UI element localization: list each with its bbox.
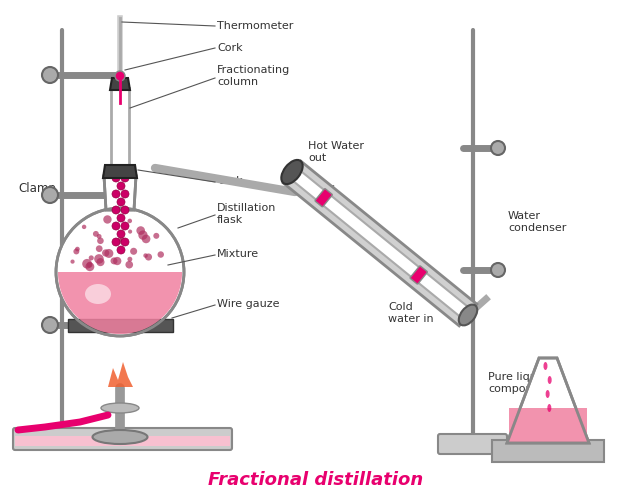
FancyBboxPatch shape bbox=[438, 434, 507, 454]
Circle shape bbox=[137, 226, 145, 235]
FancyBboxPatch shape bbox=[15, 436, 230, 446]
Circle shape bbox=[142, 235, 150, 243]
Circle shape bbox=[116, 238, 123, 244]
Circle shape bbox=[97, 238, 104, 244]
FancyBboxPatch shape bbox=[440, 438, 505, 450]
Circle shape bbox=[112, 222, 120, 230]
Circle shape bbox=[115, 71, 125, 81]
Circle shape bbox=[145, 253, 152, 260]
Text: Fractional distillation: Fractional distillation bbox=[209, 471, 423, 489]
Ellipse shape bbox=[85, 284, 111, 304]
Ellipse shape bbox=[548, 376, 552, 384]
Ellipse shape bbox=[547, 404, 551, 412]
Circle shape bbox=[143, 253, 148, 258]
Circle shape bbox=[117, 182, 125, 190]
Polygon shape bbox=[104, 176, 136, 210]
Circle shape bbox=[42, 317, 58, 333]
Circle shape bbox=[117, 246, 125, 254]
Text: Thermometer: Thermometer bbox=[217, 21, 293, 31]
Circle shape bbox=[42, 67, 58, 83]
Circle shape bbox=[42, 187, 58, 203]
Ellipse shape bbox=[545, 390, 550, 398]
Text: Cork: Cork bbox=[217, 43, 243, 53]
Circle shape bbox=[491, 263, 505, 277]
Circle shape bbox=[117, 214, 125, 222]
Text: Mixture: Mixture bbox=[217, 249, 259, 259]
Circle shape bbox=[97, 234, 102, 239]
Circle shape bbox=[103, 215, 112, 224]
Text: Fractionating
column: Fractionating column bbox=[217, 65, 290, 87]
Circle shape bbox=[491, 141, 505, 155]
Text: Cork: Cork bbox=[217, 176, 243, 186]
Circle shape bbox=[119, 237, 125, 242]
Text: Water
condenser: Water condenser bbox=[508, 211, 566, 233]
Text: Cold
water in: Cold water in bbox=[388, 302, 434, 324]
Circle shape bbox=[102, 250, 109, 256]
FancyBboxPatch shape bbox=[315, 189, 332, 207]
Circle shape bbox=[112, 190, 120, 198]
Circle shape bbox=[128, 256, 132, 261]
FancyBboxPatch shape bbox=[410, 266, 427, 284]
Circle shape bbox=[128, 230, 132, 234]
Circle shape bbox=[87, 262, 92, 268]
Circle shape bbox=[121, 238, 129, 246]
Circle shape bbox=[82, 259, 92, 268]
Circle shape bbox=[96, 246, 102, 252]
Circle shape bbox=[121, 190, 129, 198]
Circle shape bbox=[111, 257, 118, 264]
Circle shape bbox=[104, 249, 113, 258]
Circle shape bbox=[117, 198, 125, 206]
Circle shape bbox=[128, 219, 132, 223]
Circle shape bbox=[112, 206, 120, 214]
Circle shape bbox=[117, 230, 125, 238]
Circle shape bbox=[94, 254, 104, 264]
Text: Clamp: Clamp bbox=[18, 182, 56, 195]
Text: Hot Water
out: Hot Water out bbox=[308, 141, 364, 163]
Circle shape bbox=[121, 206, 129, 214]
Polygon shape bbox=[507, 358, 589, 443]
Text: Pure liquid
component: Pure liquid component bbox=[488, 372, 551, 394]
Polygon shape bbox=[288, 167, 472, 320]
Circle shape bbox=[117, 166, 125, 174]
Circle shape bbox=[157, 251, 164, 258]
Polygon shape bbox=[58, 272, 182, 334]
Ellipse shape bbox=[544, 362, 547, 370]
Circle shape bbox=[121, 174, 129, 182]
Polygon shape bbox=[103, 165, 137, 178]
Ellipse shape bbox=[92, 430, 147, 444]
Circle shape bbox=[154, 233, 159, 239]
Polygon shape bbox=[509, 408, 587, 443]
Circle shape bbox=[112, 174, 120, 182]
Circle shape bbox=[113, 257, 121, 265]
Circle shape bbox=[75, 247, 80, 251]
Ellipse shape bbox=[459, 304, 477, 325]
Circle shape bbox=[85, 262, 94, 271]
Ellipse shape bbox=[101, 403, 139, 413]
Circle shape bbox=[73, 249, 80, 254]
Polygon shape bbox=[110, 78, 130, 90]
Circle shape bbox=[112, 238, 120, 246]
Circle shape bbox=[97, 258, 104, 266]
Circle shape bbox=[88, 255, 94, 260]
Text: Distillation
flask: Distillation flask bbox=[217, 203, 276, 225]
Polygon shape bbox=[108, 362, 133, 387]
Text: Wire gauze: Wire gauze bbox=[217, 299, 279, 309]
Circle shape bbox=[130, 248, 137, 255]
Polygon shape bbox=[283, 161, 477, 326]
FancyBboxPatch shape bbox=[13, 428, 232, 450]
Circle shape bbox=[82, 225, 87, 229]
Circle shape bbox=[138, 231, 148, 240]
Circle shape bbox=[56, 208, 184, 336]
Circle shape bbox=[121, 222, 129, 230]
FancyBboxPatch shape bbox=[68, 319, 173, 332]
Ellipse shape bbox=[281, 160, 303, 184]
Circle shape bbox=[125, 261, 133, 268]
FancyBboxPatch shape bbox=[492, 440, 604, 462]
Circle shape bbox=[70, 259, 75, 263]
Circle shape bbox=[93, 231, 99, 237]
